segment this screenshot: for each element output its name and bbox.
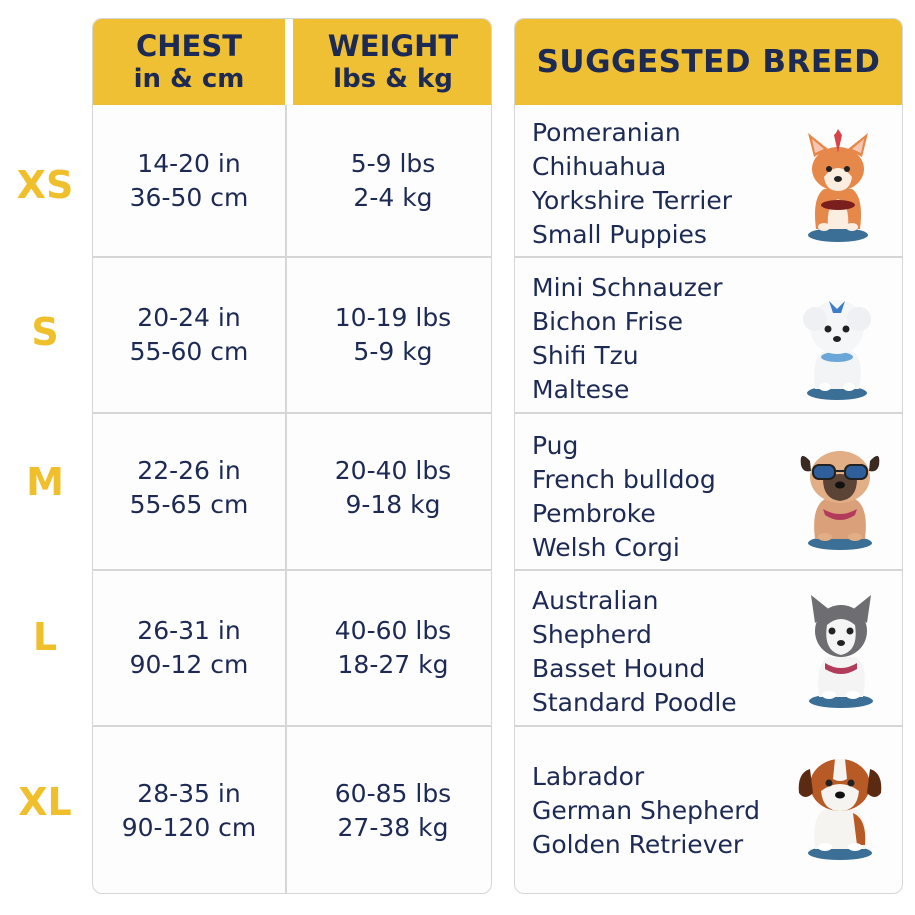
breed-name: Basset Hound	[532, 654, 706, 683]
weight-cell-m: 20-40 lbs 9-18 kg	[293, 413, 491, 563]
weight-lbs: 10-19 lbs	[334, 302, 452, 332]
breed-name: Shepherd	[532, 620, 652, 649]
row-divider	[515, 569, 902, 571]
measurements-table: CHEST in & cm WEIGHT lbs & kg 14-20 in 3…	[92, 18, 492, 894]
breed-name: Small Puppies	[532, 219, 707, 249]
chest-header: CHEST in & cm	[93, 19, 285, 105]
breed-table: SUGGESTED BREED Pomeranian Chihuahua Yor…	[514, 18, 903, 894]
chest-in: 28-35 in	[137, 779, 241, 808]
chest-in: 20-24 in	[137, 302, 241, 332]
breed-list-xs: Pomeranian Chihuahua Yorkshire Terrier S…	[532, 111, 732, 256]
breed-list-s: Mini Schnauzer Bichon Frise Shifi Tzu Ma…	[532, 266, 723, 412]
breed-name: Chihuahua	[532, 151, 667, 181]
weight-lbs: 40-60 lbs	[334, 615, 452, 645]
weight-kg: 5-9 kg	[353, 336, 433, 366]
chest-in: 14-20 in	[137, 148, 241, 178]
weight-cell-xs: 5-9 lbs 2-4 kg	[293, 105, 491, 256]
size-label-s: S	[31, 310, 59, 354]
breed-name: Pembroke	[532, 499, 656, 528]
weight-lbs: 5-9 lbs	[350, 148, 436, 178]
chest-cell-l: 26-31 in 90-12 cm	[93, 570, 285, 725]
row-divider	[93, 725, 491, 727]
size-label-l: L	[32, 615, 58, 659]
breed-name: Pug	[532, 431, 579, 460]
weight-cell-xl: 60-85 lbs 27-38 kg	[293, 726, 491, 893]
chest-cm: 55-65 cm	[129, 490, 249, 519]
breed-list-m: Pug French bulldog Pembroke Welsh Corgi	[532, 424, 716, 570]
breed-header: SUGGESTED BREED	[515, 19, 902, 105]
chest-cm: 90-12 cm	[129, 649, 249, 679]
size-label-xs: XS	[16, 163, 74, 207]
weight-kg: 27-38 kg	[337, 813, 449, 842]
chest-cell-xl: 28-35 in 90-120 cm	[93, 726, 285, 893]
breed-name: Welsh Corgi	[532, 533, 680, 562]
size-label-xl: XL	[18, 780, 72, 824]
row-divider	[515, 725, 902, 727]
chest-cm: 36-50 cm	[129, 182, 249, 212]
chest-in: 22-26 in	[137, 456, 241, 485]
weight-header-title: WEIGHT	[327, 29, 459, 63]
breed-name: Maltese	[532, 375, 630, 404]
row-divider	[93, 569, 491, 571]
breed-list-l: Australian Shepherd Basset Hound Standar…	[532, 579, 737, 725]
breed-name: Australian	[532, 586, 659, 615]
breed-name: German Shepherd	[532, 796, 760, 825]
breed-name: Yorkshire Terrier	[532, 185, 732, 215]
chest-header-units: in & cm	[133, 64, 245, 94]
breed-name: Bichon Frise	[532, 307, 683, 336]
row-divider	[515, 412, 902, 414]
weight-lbs: 60-85 lbs	[334, 779, 452, 808]
chest-cell-xs: 14-20 in 36-50 cm	[93, 105, 285, 256]
saint-bernard-dog-icon	[798, 759, 882, 860]
husky-dog-icon	[809, 595, 873, 708]
chest-cm: 55-60 cm	[129, 336, 249, 366]
weight-header-units: lbs & kg	[333, 64, 453, 94]
row-divider	[93, 412, 491, 414]
weight-kg: 9-18 kg	[345, 490, 441, 519]
corgi-dog-icon	[808, 129, 868, 242]
breed-name: Golden Retriever	[532, 830, 744, 859]
chest-cell-s: 20-24 in 55-60 cm	[93, 257, 285, 412]
weight-cell-s: 10-19 lbs 5-9 kg	[293, 257, 491, 412]
breed-name: Pomeranian	[532, 117, 681, 147]
row-divider	[515, 256, 902, 258]
weight-lbs: 20-40 lbs	[334, 456, 452, 485]
chest-in: 26-31 in	[137, 615, 241, 645]
chest-header-title: CHEST	[135, 29, 243, 63]
white-fluffy-dog-icon	[803, 300, 871, 400]
breed-header-title: SUGGESTED BREED	[536, 44, 881, 80]
column-divider	[285, 19, 287, 893]
breed-name: Shifi Tzu	[532, 341, 639, 370]
breed-name: French bulldog	[532, 465, 716, 494]
weight-header: WEIGHT lbs & kg	[293, 19, 491, 105]
chest-cm: 90-120 cm	[121, 813, 257, 842]
weight-kg: 18-27 kg	[337, 649, 449, 679]
size-label-m: M	[26, 460, 64, 504]
breed-name: Mini Schnauzer	[532, 273, 723, 302]
breed-list-xl: Labrador German Shepherd Golden Retrieve…	[532, 757, 760, 865]
chest-cell-m: 22-26 in 55-65 cm	[93, 413, 285, 563]
breed-name: Labrador	[532, 762, 645, 791]
row-divider	[93, 256, 491, 258]
breed-name: Standard Poodle	[532, 688, 737, 717]
pug-dog-icon	[800, 451, 880, 550]
weight-kg: 2-4 kg	[353, 182, 433, 212]
weight-cell-l: 40-60 lbs 18-27 kg	[293, 570, 491, 725]
